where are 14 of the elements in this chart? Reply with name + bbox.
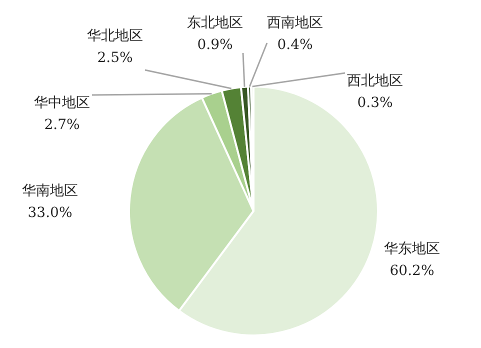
data-label: 0.9% (197, 37, 233, 53)
slice-label: 东北地区 (187, 15, 243, 31)
data-label: 33.0% (28, 205, 72, 221)
slice-label: 西南地区 (267, 15, 323, 31)
data-label: 0.3% (357, 95, 393, 111)
slice-label: 华东地区 (384, 241, 440, 257)
data-label: 2.7% (44, 117, 80, 133)
slice-label: 华南地区 (22, 183, 78, 199)
data-label: 2.5% (97, 50, 133, 66)
slice-label: 华中地区 (34, 95, 90, 111)
slice-label: 华北地区 (87, 28, 143, 44)
data-label: 0.4% (277, 37, 313, 53)
slice-label: 西北地区 (347, 73, 403, 89)
data-label: 60.2% (390, 263, 434, 279)
